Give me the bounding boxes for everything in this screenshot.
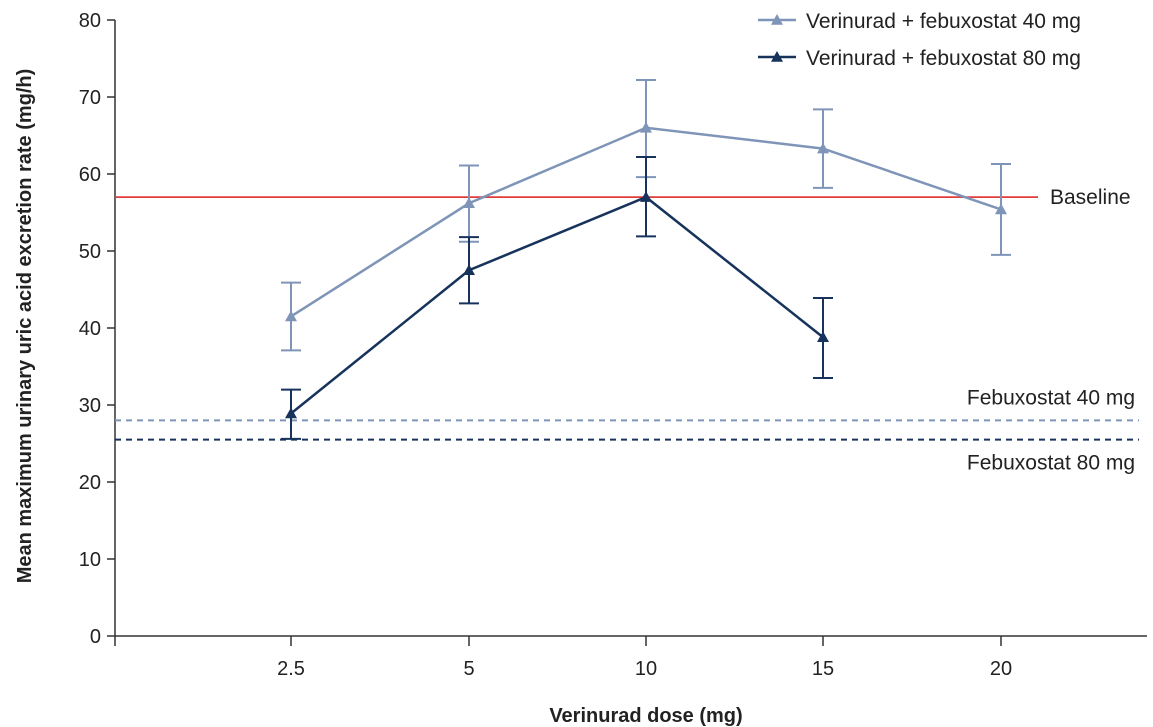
series-group — [281, 156, 833, 440]
legend-label: Verinurad + febuxostat 40 mg — [806, 10, 1081, 33]
legend-marker — [771, 51, 783, 62]
data-point — [463, 197, 475, 209]
x-tick-label: 15 — [812, 658, 834, 680]
x-tick-label: 10 — [635, 658, 657, 680]
y-tick-label: 10 — [79, 549, 101, 571]
data-point — [640, 191, 652, 202]
series-layer — [281, 79, 1011, 440]
data-point — [640, 121, 652, 133]
y-tick-label: 0 — [90, 626, 101, 648]
data-point — [463, 264, 475, 276]
reference-line-label: Febuxostat 40 mg — [967, 386, 1135, 409]
y-axis-title: Mean maximum urinary uric acid excretion… — [14, 69, 36, 584]
data-point — [285, 407, 297, 419]
data-point — [817, 331, 829, 343]
reference-line-label: Febuxostat 80 mg — [967, 452, 1135, 475]
x-tick-label: 5 — [463, 658, 474, 680]
y-tick-label: 30 — [79, 395, 101, 417]
axes: 0 10 20 30 40 50 60 70 80 2.5 5 10 15 20 — [79, 10, 1147, 680]
reference-lines: Baseline Febuxostat 40 mg Febuxostat 80 mg — [115, 186, 1139, 475]
y-tick-label: 60 — [79, 164, 101, 186]
legend: Verinurad + febuxostat 40 mg Verinurad + … — [758, 10, 1081, 70]
y-tick-label: 50 — [79, 241, 101, 263]
y-tick-label: 40 — [79, 318, 101, 340]
legend-marker — [771, 14, 783, 25]
series-group — [281, 79, 1011, 352]
data-point — [995, 203, 1007, 215]
legend-label: Verinurad + febuxostat 80 mg — [806, 47, 1081, 70]
x-tick-label: 20 — [990, 658, 1012, 680]
y-tick-label: 20 — [79, 472, 101, 494]
data-point — [817, 142, 829, 154]
reference-line-label: Baseline — [1050, 186, 1131, 209]
y-tick-label: 80 — [79, 10, 101, 32]
x-tick-label: 2.5 — [277, 658, 305, 680]
data-point — [285, 310, 297, 322]
y-tick-label: 70 — [79, 87, 101, 109]
x-axis-title: Verinurad dose (mg) — [549, 705, 742, 727]
series-line — [290, 195, 824, 415]
